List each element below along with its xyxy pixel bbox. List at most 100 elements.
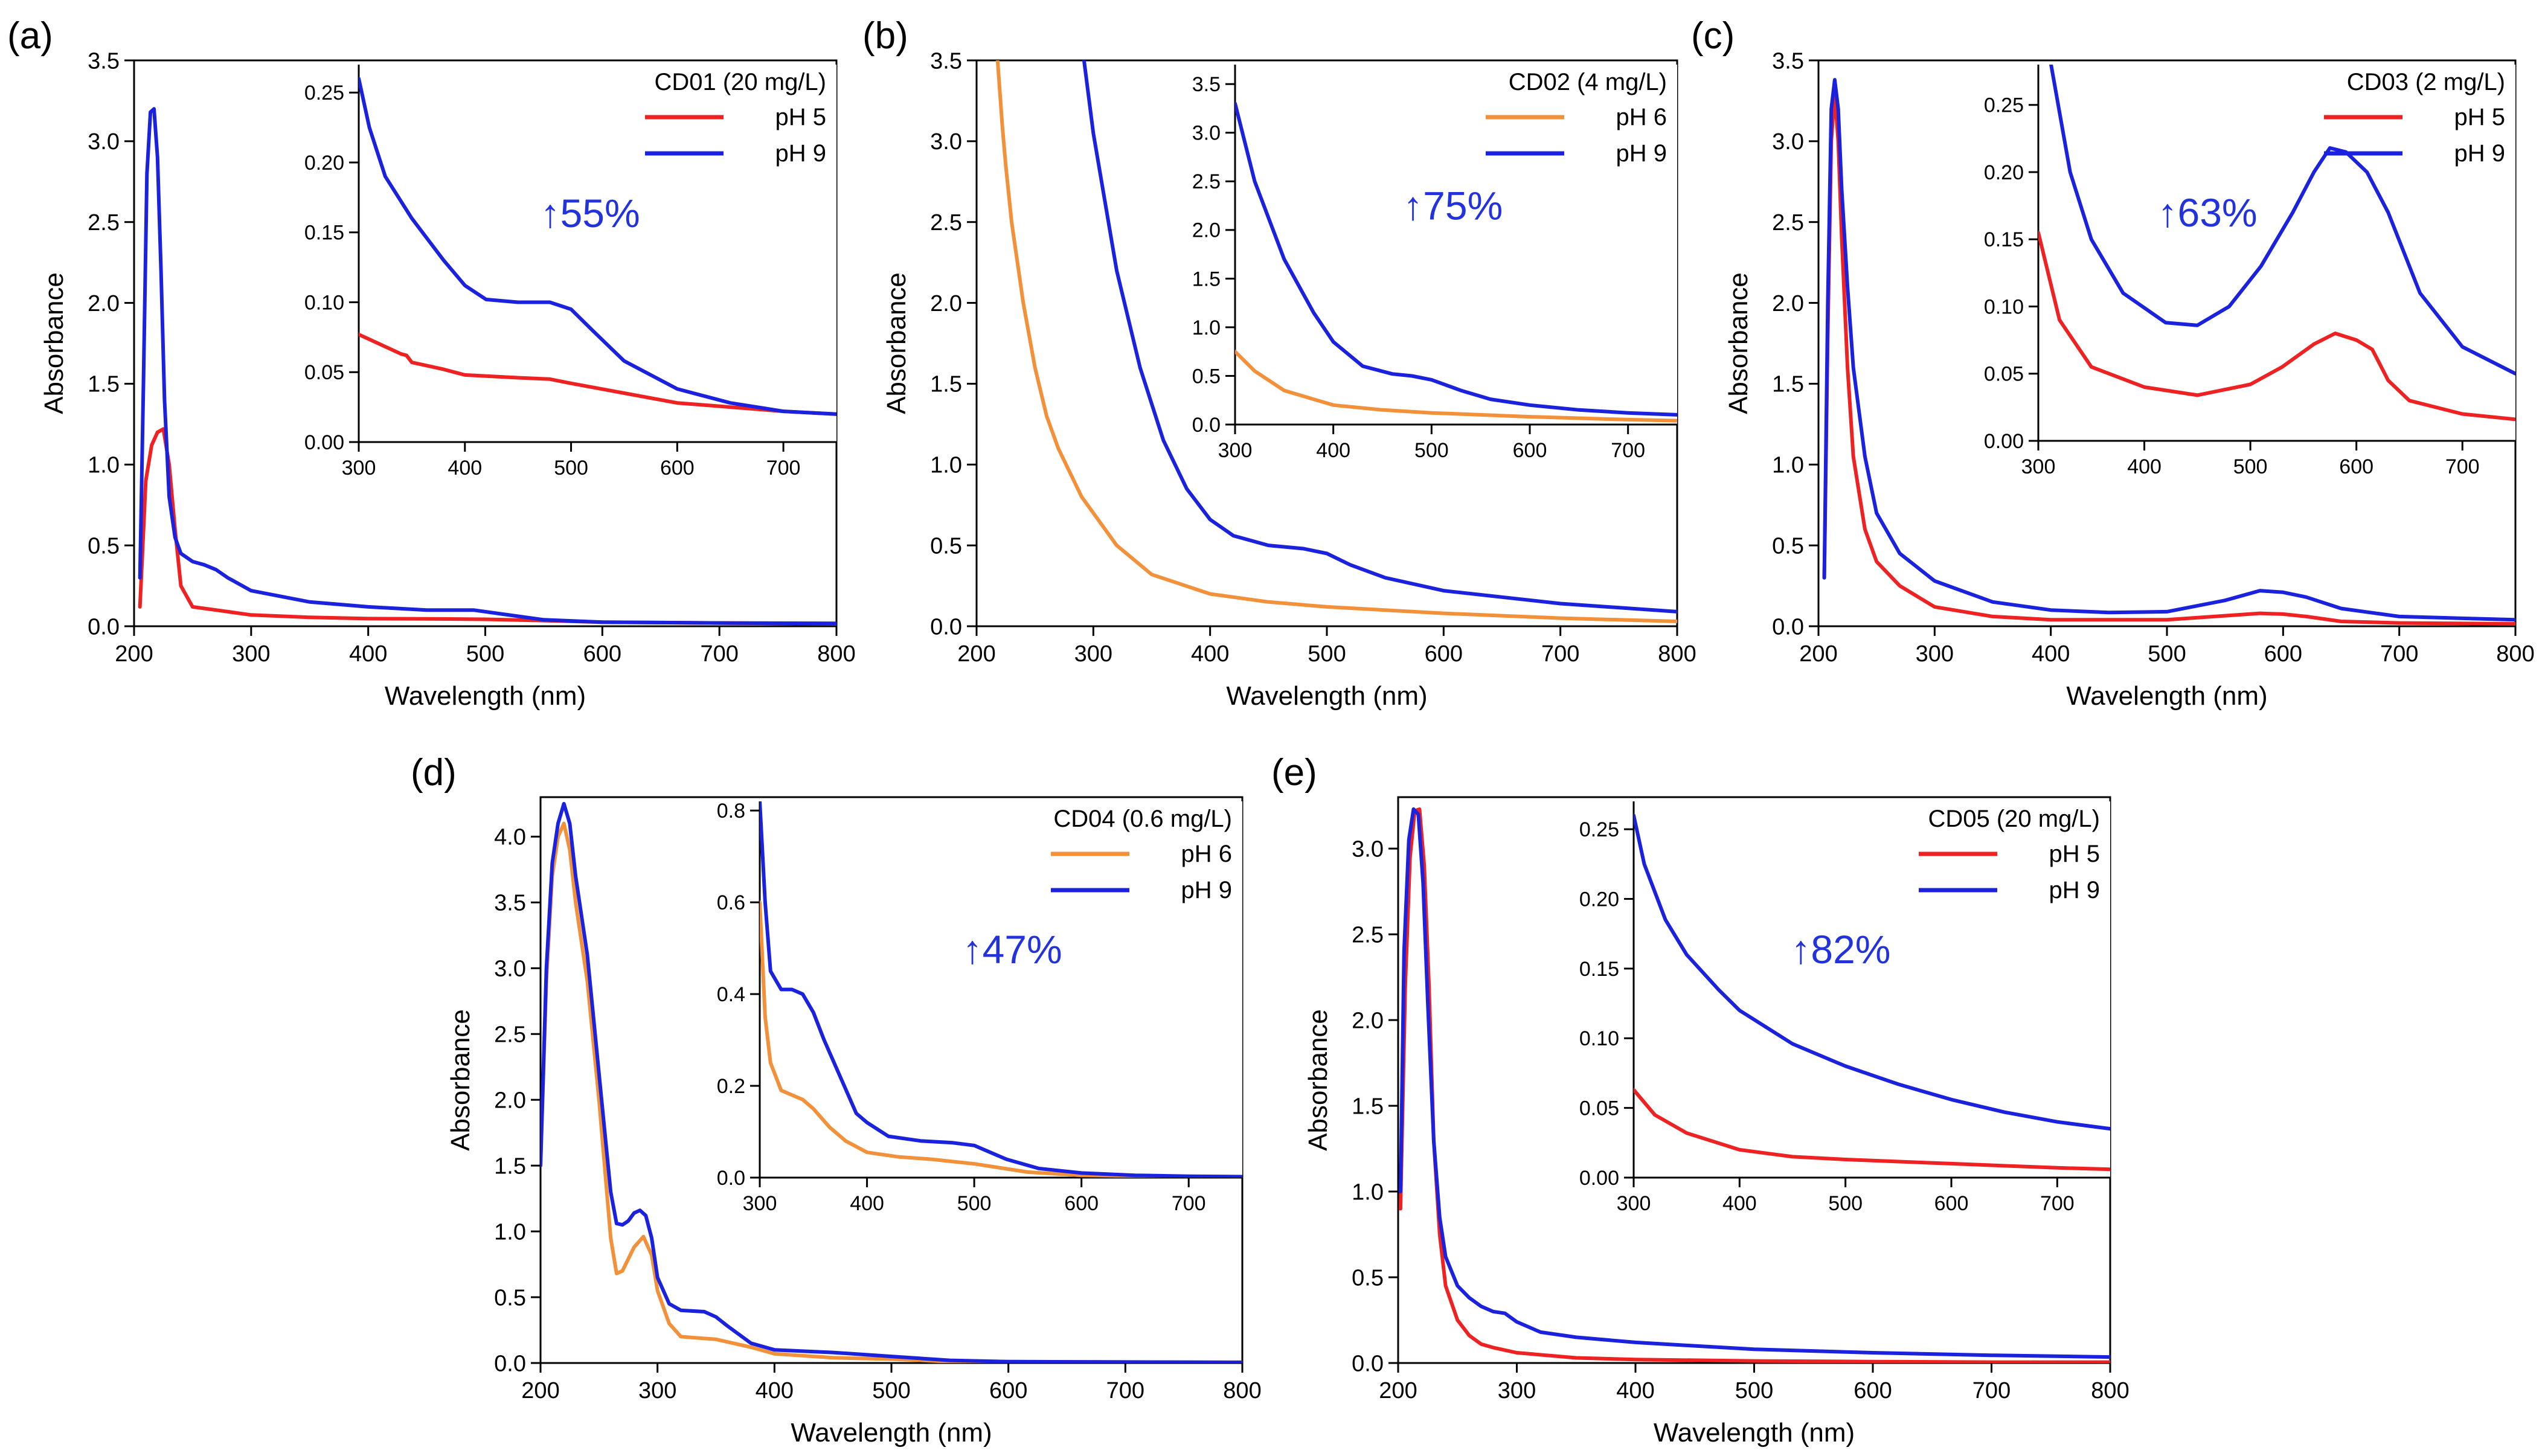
panel-e-y-axis-title: Absorbance [1303, 1009, 1333, 1151]
panel-a-inset-x-tick-label: 300 [342, 457, 376, 479]
panel-c-x-axis-title: Wavelength (nm) [2066, 681, 2267, 711]
panel-a-legend-entry: pH 5 [775, 104, 827, 130]
panel-d-inset-series-line-ph9 [760, 801, 1242, 1178]
panel-a-main-series-line-ph9 [138, 107, 836, 626]
panel-b-main-y-tick-label: 0.0 [930, 614, 962, 640]
panel-d-inset-y-tick-label: 0.4 [717, 983, 745, 1006]
panel-a-main-x-tick-label: 600 [583, 641, 621, 667]
panel-c-main-x-tick-label: 800 [2496, 641, 2534, 667]
panel-c-inset-y-tick-label: 0.10 [1984, 295, 2024, 318]
panel-d-main-x-tick-label: 200 [521, 1378, 559, 1403]
panel-b-main-x-tick-label: 300 [1074, 641, 1112, 667]
panel-a-inset-y-tick-label: 0.25 [304, 82, 344, 104]
panel-c-inset-y-tick-label: 0.15 [1984, 228, 2024, 251]
panel-b-main-y-tick-label: 3.5 [930, 48, 962, 74]
panel-e-inset-x-tick-label: 400 [1722, 1192, 1757, 1215]
panel-d-label: (d) [411, 752, 457, 794]
panel-b-main-x-tick-label: 700 [1541, 641, 1579, 667]
panel-e-main-x-tick-label: 400 [1616, 1378, 1654, 1403]
panel-e-main-x-tick-label: 500 [1735, 1378, 1773, 1403]
panel-a-inset-y-tick-label: 0.15 [304, 222, 344, 245]
panel-b-inset-y-tick-label: 1.5 [1192, 268, 1221, 290]
panel-d-increase-annotation: ↑47% [963, 927, 1062, 972]
panel-b-inset-y-tick-label: 2.5 [1192, 170, 1221, 193]
panel-c-main-y-tick-label: 1.0 [1772, 453, 1804, 478]
panel-b-legend-entry: pH 9 [1616, 140, 1667, 167]
panel-c-increase-annotation: ↑63% [2158, 190, 2258, 235]
panel-d-main-x-tick-label: 800 [1223, 1378, 1261, 1403]
panel-c-main-y-tick-label: 1.5 [1772, 372, 1804, 397]
panel-c-inset-y-tick-label: 0.05 [1984, 363, 2024, 386]
panel-c-main-x-tick-label: 500 [2148, 641, 2186, 667]
panel-a-inset-series-line-ph5 [359, 332, 836, 416]
panel-c-main-series-line-ph9 [1822, 78, 2515, 622]
panel-e-main-y-tick-label: 1.5 [1352, 1094, 1384, 1119]
panel-c-inset-x-tick-label: 500 [2233, 455, 2268, 478]
panel-a-inset-x-tick-label: 700 [766, 457, 801, 479]
panel-b-main-y-tick-label: 0.5 [930, 533, 962, 559]
panel-d-inset-series-line-ph6 [760, 900, 1242, 1178]
panel-c-main-series-line-ph5 [1822, 91, 2515, 626]
panel-b-main-x-tick-label: 500 [1308, 641, 1346, 667]
panel-a-main-x-tick-label: 200 [115, 641, 153, 667]
panel-e-inset-background [1634, 801, 2110, 1178]
panel-b-main-series-line-ph6 [995, 60, 1677, 623]
panel-d-main-x-tick-label: 400 [756, 1378, 794, 1403]
panel-d-inset-x-tick-label: 500 [957, 1192, 992, 1215]
panel-c-inset-background [2038, 65, 2515, 441]
panel-b-main-y-tick-label: 2.5 [930, 210, 962, 236]
panel-d-inset-x-tick-label: 600 [1064, 1192, 1099, 1215]
panel-b-inset-y-tick-label: 3.5 [1192, 73, 1221, 96]
panel-d-legend-title: CD04 (0.6 mg/L) [1053, 806, 1232, 832]
panel-d-main-y-tick-label: 1.5 [494, 1153, 526, 1179]
panel-b-inset-x-tick-label: 700 [1611, 439, 1645, 462]
panel-e-inset-y-tick-label: 0.05 [1579, 1097, 1619, 1120]
panel-b-main-y-tick-label: 2.0 [930, 291, 962, 316]
panel-a-main-y-tick-label: 2.0 [88, 291, 120, 316]
panel-a-main-y-tick-label: 3.0 [88, 129, 120, 155]
panel-a-inset-y-tick-label: 0.05 [304, 361, 344, 384]
panel-b-inset-series-line-ph9 [1235, 101, 1677, 417]
panel-c-main-y-tick-label: 0.0 [1772, 614, 1804, 640]
panel-a-main-y-tick-label: 0.0 [88, 614, 120, 640]
panel-d-main-y-tick-label: 0.0 [494, 1351, 526, 1376]
panel-a-main-y-tick-label: 2.5 [88, 210, 120, 236]
panel-b-increase-annotation: ↑75% [1403, 183, 1503, 228]
panel-a-main-x-tick-label: 300 [232, 641, 270, 667]
panel-c-y-axis-title: Absorbance [1724, 272, 1753, 414]
panel-d-main-y-tick-label: 3.0 [494, 957, 526, 982]
panel-a-label: (a) [7, 15, 53, 57]
panel-a-increase-annotation: ↑55% [541, 191, 640, 236]
panel-d-main-x-tick-label: 500 [872, 1378, 910, 1403]
panel-b-main-series-line-ph9 [1082, 60, 1677, 614]
panel-e-inset-x-tick-label: 500 [1828, 1192, 1863, 1215]
panel-b-inset-background [1235, 65, 1677, 425]
panel-e-inset-y-tick-label: 0.10 [1579, 1027, 1619, 1050]
panel-d-inset-y-tick-label: 0.8 [717, 800, 745, 823]
panel-a-main-y-tick-label: 1.0 [88, 453, 120, 478]
panel-e-inset-x-tick-label: 700 [2040, 1192, 2075, 1215]
panel-c-main-x-tick-label: 300 [1916, 641, 1954, 667]
panel-c-inset-x-tick-label: 700 [2445, 455, 2480, 478]
panel-b-inset-y-tick-label: 3.0 [1192, 122, 1221, 145]
panel-e-label: (e) [1271, 752, 1317, 794]
panel-a-x-axis-title: Wavelength (nm) [385, 681, 586, 711]
panel-c-main-x-tick-label: 700 [2380, 641, 2418, 667]
panel-d-main-y-tick-label: 1.0 [494, 1219, 526, 1245]
panel-c-legend-title: CD03 (2 mg/L) [2347, 69, 2505, 95]
panel-e-legend-entry: pH 5 [2049, 841, 2101, 867]
panel-d-main-y-tick-label: 4.0 [494, 825, 526, 850]
panel-c-legend-entry: pH 9 [2454, 140, 2506, 167]
panel-d-main-x-tick-label: 300 [638, 1378, 676, 1403]
panel-e-main-y-tick-label: 0.0 [1352, 1351, 1384, 1376]
panel-c-main-x-tick-label: 200 [1799, 641, 1837, 667]
panel-e-inset-x-tick-label: 300 [1617, 1192, 1651, 1215]
panel-b-main-y-tick-label: 1.5 [930, 372, 962, 397]
panel-a-main-x-tick-label: 400 [349, 641, 387, 667]
panel-d-main-series-line-ph6 [541, 821, 1242, 1363]
panel-c-inset-x-tick-label: 300 [2021, 455, 2056, 478]
panel-c-inset-y-tick-label: 0.20 [1984, 161, 2024, 184]
panel-c-legend-entry: pH 5 [2454, 104, 2506, 130]
panel-d-x-axis-title: Wavelength (nm) [791, 1418, 992, 1448]
panel-a-inset-y-tick-label: 0.10 [304, 291, 344, 314]
